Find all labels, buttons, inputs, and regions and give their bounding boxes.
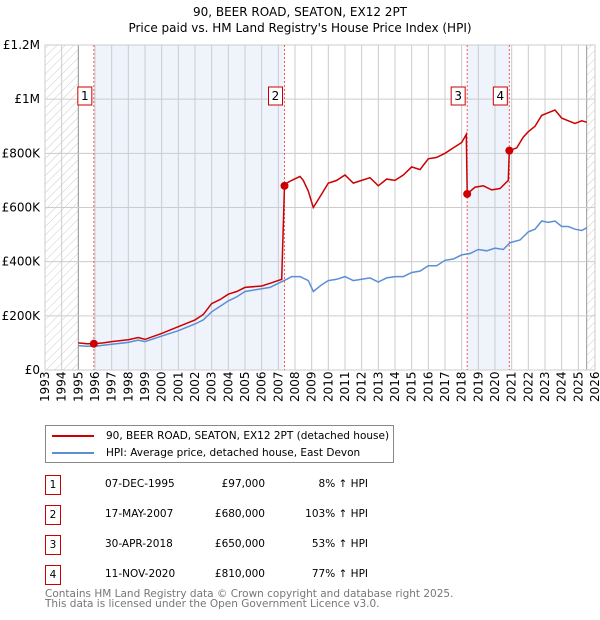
x-tick-label: 2000 xyxy=(155,371,169,402)
sale-hpi-diff: 53% ↑ HPI xyxy=(311,538,368,550)
y-tick-label: £1.2M xyxy=(3,38,40,52)
sale-point xyxy=(505,146,514,155)
chart-title: 90, BEER ROAD, SEATON, EX12 2PT xyxy=(192,5,408,19)
x-tick-label: 2002 xyxy=(188,371,202,402)
table-row: 2 17-MAY-2007 £680,000 103% ↑ HPI xyxy=(45,505,405,525)
x-tick-label: 2022 xyxy=(521,371,535,402)
sale-label: 3 xyxy=(454,89,462,103)
x-tick-label: 2019 xyxy=(471,371,485,402)
legend-label: 90, BEER ROAD, SEATON, EX12 2PT (detache… xyxy=(106,430,390,442)
y-tick-label: £800K xyxy=(2,146,42,160)
x-tick-label: 2004 xyxy=(221,371,235,402)
sale-marker-badge: 3 xyxy=(45,535,61,555)
table-row: 4 11-NOV-2020 £810,000 77% ↑ HPI xyxy=(45,565,405,585)
sale-label: 1 xyxy=(81,89,89,103)
sale-date: 17-MAY-2007 xyxy=(105,508,174,520)
sale-hpi-diff: 8% ↑ HPI xyxy=(318,478,368,490)
footer-copyright: Contains HM Land Registry data © Crown c… xyxy=(45,588,454,600)
legend-label: HPI: Average price, detached house, East… xyxy=(106,447,361,459)
sale-date: 30-APR-2018 xyxy=(105,538,173,550)
x-tick-label: 2013 xyxy=(371,371,385,402)
y-tick-label: £200K xyxy=(2,309,42,323)
chart-subtitle: Price paid vs. HM Land Registry's House … xyxy=(128,21,472,35)
x-tick-label: 2024 xyxy=(555,371,569,402)
table-row: 1 07-DEC-1995 £97,000 8% ↑ HPI xyxy=(45,475,405,495)
price-chart: 1 2 3 4 1993 1994 1995 1996 1997 1998 1999 2000 2001… xyxy=(2,38,600,402)
x-tick-label: 2025 xyxy=(571,371,585,402)
x-tick-label: 2015 xyxy=(405,371,419,402)
x-tick-label: 1999 xyxy=(138,371,152,402)
sale-date: 07-DEC-1995 xyxy=(105,478,175,490)
x-tick-label: 2020 xyxy=(488,371,502,402)
footer-licence: This data is licensed under the Open Gov… xyxy=(45,598,380,610)
x-tick-label: 2003 xyxy=(205,371,219,402)
x-tick-label: 2014 xyxy=(388,371,402,402)
x-tick-label: 1997 xyxy=(105,371,119,402)
x-tick-label: 2006 xyxy=(255,371,269,402)
x-tick-label: 1998 xyxy=(121,371,135,402)
sale-label-box xyxy=(450,86,466,106)
x-tick-label: 2016 xyxy=(421,371,435,402)
sale-price: £97,000 xyxy=(221,478,265,490)
sale-price: £680,000 xyxy=(214,508,265,520)
sale-marker-badge: 1 xyxy=(45,475,61,495)
sale-label-box xyxy=(77,86,93,106)
x-tick-label: 2018 xyxy=(455,371,469,402)
legend-item-property: 90, BEER ROAD, SEATON, EX12 2PT (detache… xyxy=(46,428,389,444)
x-tick-label: 1995 xyxy=(71,371,85,402)
x-tick-label: 2007 xyxy=(271,371,285,402)
sale-date: 11-NOV-2020 xyxy=(105,568,176,580)
y-tick-label: £0 xyxy=(25,363,40,377)
sale-point xyxy=(463,189,472,198)
sale-label: 4 xyxy=(497,89,505,103)
x-tick-label: 2012 xyxy=(355,371,369,402)
sale-point xyxy=(280,181,289,190)
x-tick-label: 2011 xyxy=(338,371,352,402)
x-tick-label: 2005 xyxy=(238,371,252,402)
legend-swatch xyxy=(52,452,94,454)
x-tick-label: 1993 xyxy=(38,371,52,402)
sale-label-box xyxy=(268,86,283,106)
plot-border xyxy=(44,44,596,371)
sale-label-box xyxy=(492,86,508,106)
x-tick-label: 2023 xyxy=(538,371,552,402)
sale-price: £650,000 xyxy=(214,538,265,550)
legend: 90, BEER ROAD, SEATON, EX12 2PT (detache… xyxy=(45,425,394,463)
sale-price: £810,000 xyxy=(214,568,265,580)
x-tick-label: 1996 xyxy=(88,371,102,402)
footer: Contains HM Land Registry data © Crown c… xyxy=(45,588,454,610)
sale-point xyxy=(89,339,98,348)
y-tick-label: £600K xyxy=(2,201,42,215)
x-tick-label: 2017 xyxy=(438,371,452,402)
x-tick-label: 2026 xyxy=(588,371,600,402)
x-tick-label: 2008 xyxy=(288,371,302,402)
sale-hpi-diff: 103% ↑ HPI xyxy=(305,508,368,520)
y-tick-label: £1M xyxy=(14,92,40,106)
x-tick-label: 2001 xyxy=(171,371,185,402)
table-row: 3 30-APR-2018 £650,000 53% ↑ HPI xyxy=(45,535,405,555)
property-series-line xyxy=(78,109,587,345)
x-tick-label: 2010 xyxy=(321,371,335,402)
sale-marker-badge: 4 xyxy=(45,565,61,585)
sale-marker-badge: 2 xyxy=(45,505,61,525)
x-tick-label: 2009 xyxy=(305,371,319,402)
legend-swatch xyxy=(52,435,94,437)
legend-item-hpi: HPI: Average price, detached house, East… xyxy=(46,445,360,461)
x-tick-label: 1994 xyxy=(55,371,69,402)
y-tick-label: £400K xyxy=(2,255,42,269)
hpi-series-line xyxy=(78,220,588,347)
x-tick-label: 2021 xyxy=(505,371,519,402)
sale-hpi-diff: 77% ↑ HPI xyxy=(311,568,368,580)
sale-label: 2 xyxy=(272,89,280,103)
